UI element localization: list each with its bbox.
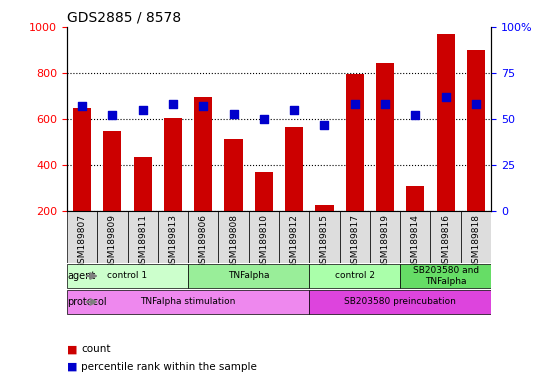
Point bbox=[290, 107, 299, 113]
Text: GSM189816: GSM189816 bbox=[441, 214, 450, 269]
Text: GSM189807: GSM189807 bbox=[78, 214, 86, 269]
Text: GSM189819: GSM189819 bbox=[381, 214, 389, 269]
Text: TNFalpha: TNFalpha bbox=[228, 271, 270, 280]
Text: control 1: control 1 bbox=[108, 271, 148, 280]
FancyBboxPatch shape bbox=[309, 211, 340, 263]
FancyBboxPatch shape bbox=[430, 211, 461, 263]
Text: GDS2885 / 8578: GDS2885 / 8578 bbox=[67, 10, 181, 24]
Point bbox=[78, 103, 86, 109]
Text: ■: ■ bbox=[67, 362, 78, 372]
Point bbox=[199, 103, 208, 109]
Text: ■: ■ bbox=[67, 344, 78, 354]
Point bbox=[259, 116, 268, 122]
Bar bbox=[164, 118, 182, 211]
FancyBboxPatch shape bbox=[400, 211, 430, 263]
Text: GSM189817: GSM189817 bbox=[350, 214, 359, 269]
FancyBboxPatch shape bbox=[218, 211, 249, 263]
Text: GSM189811: GSM189811 bbox=[138, 214, 147, 269]
Bar bbox=[376, 63, 394, 211]
FancyBboxPatch shape bbox=[158, 211, 188, 263]
Point bbox=[381, 101, 389, 108]
Point bbox=[138, 107, 147, 113]
Bar bbox=[224, 139, 243, 211]
Bar bbox=[103, 131, 122, 211]
Text: GSM189815: GSM189815 bbox=[320, 214, 329, 269]
Text: GSM189814: GSM189814 bbox=[411, 214, 420, 269]
Text: TNFalpha stimulation: TNFalpha stimulation bbox=[141, 298, 236, 306]
FancyBboxPatch shape bbox=[188, 264, 309, 288]
Bar bbox=[255, 172, 273, 211]
Text: count: count bbox=[81, 344, 110, 354]
Text: GSM189812: GSM189812 bbox=[290, 214, 299, 269]
Point bbox=[108, 112, 117, 118]
Text: SB203580 and
TNFalpha: SB203580 and TNFalpha bbox=[412, 266, 479, 286]
Text: GSM189810: GSM189810 bbox=[259, 214, 268, 269]
Text: GSM189813: GSM189813 bbox=[169, 214, 177, 269]
Point bbox=[229, 111, 238, 117]
FancyBboxPatch shape bbox=[128, 211, 158, 263]
FancyBboxPatch shape bbox=[400, 264, 491, 288]
FancyBboxPatch shape bbox=[67, 290, 309, 314]
Text: SB203580 preincubation: SB203580 preincubation bbox=[344, 298, 456, 306]
FancyBboxPatch shape bbox=[461, 211, 491, 263]
Point bbox=[441, 94, 450, 100]
Bar bbox=[73, 108, 91, 211]
FancyBboxPatch shape bbox=[370, 211, 400, 263]
FancyBboxPatch shape bbox=[340, 211, 370, 263]
Bar bbox=[467, 50, 485, 211]
Text: GSM189818: GSM189818 bbox=[472, 214, 480, 269]
Point bbox=[472, 101, 480, 108]
FancyBboxPatch shape bbox=[279, 211, 309, 263]
FancyBboxPatch shape bbox=[67, 264, 188, 288]
Bar bbox=[285, 127, 303, 211]
Text: GSM189806: GSM189806 bbox=[199, 214, 208, 269]
Bar bbox=[194, 97, 213, 211]
FancyBboxPatch shape bbox=[309, 290, 491, 314]
Bar bbox=[133, 157, 152, 211]
Point bbox=[350, 101, 359, 108]
Bar bbox=[345, 74, 364, 211]
FancyBboxPatch shape bbox=[67, 211, 97, 263]
Point bbox=[169, 101, 177, 108]
FancyBboxPatch shape bbox=[188, 211, 218, 263]
FancyBboxPatch shape bbox=[249, 211, 279, 263]
Bar bbox=[315, 205, 334, 211]
Text: percentile rank within the sample: percentile rank within the sample bbox=[81, 362, 257, 372]
Point bbox=[411, 112, 420, 118]
Text: GSM189809: GSM189809 bbox=[108, 214, 117, 269]
Point bbox=[320, 121, 329, 127]
Text: control 2: control 2 bbox=[335, 271, 375, 280]
FancyBboxPatch shape bbox=[97, 211, 128, 263]
Bar bbox=[406, 186, 425, 211]
Bar bbox=[436, 34, 455, 211]
Text: protocol: protocol bbox=[68, 297, 107, 307]
FancyBboxPatch shape bbox=[309, 264, 400, 288]
Text: agent: agent bbox=[68, 271, 95, 281]
Text: GSM189808: GSM189808 bbox=[229, 214, 238, 269]
